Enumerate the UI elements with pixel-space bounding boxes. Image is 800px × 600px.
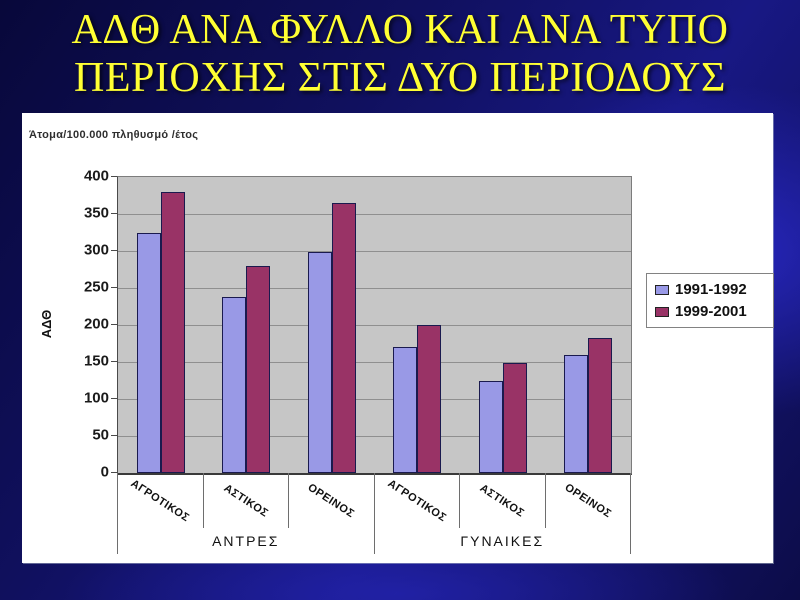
y-tick-mark <box>111 472 117 473</box>
y-tick-mark <box>111 213 117 214</box>
y-tick-mark <box>111 435 117 436</box>
y-tick-label: 250 <box>83 278 109 296</box>
bar <box>222 296 247 473</box>
x-group-label: ΑΝΤΡΕΣ <box>212 533 280 549</box>
bar <box>588 338 613 473</box>
gridline <box>118 288 631 289</box>
x-category-cell: ΑΓΡΟΤΙΚΟΣ <box>375 473 460 528</box>
bar <box>160 191 185 473</box>
gridline <box>118 436 631 437</box>
x-category-cell: ΑΣΤΙΚΟΣ <box>460 473 546 528</box>
bar <box>307 252 332 473</box>
x-group-cell: ΓΥΝΑΙΚΕΣ <box>375 528 631 554</box>
y-tick-label: 400 <box>83 167 109 185</box>
slide-title: ΑΔΘ ΑΝΑ ΦΥΛΛΟ ΚΑΙ ΑΝΑ ΤΥΠΟ ΠΕΡΙΟΧΗΣ ΣΤΙΣ… <box>0 6 800 102</box>
y-tick-label: 0 <box>100 463 109 481</box>
x-category-cell: ΟΡΕΙΝΟΣ <box>546 473 631 528</box>
x-group-cell: ΑΝΤΡΕΣ <box>118 528 375 554</box>
x-category-label: ΟΡΕΙΝΟΣ <box>562 481 614 520</box>
legend-swatch <box>655 284 669 295</box>
y-tick-mark <box>111 176 117 177</box>
legend-item: 1991-1992 <box>655 281 765 298</box>
y-axis-title: ΑΔΘ <box>39 309 54 339</box>
bar <box>564 354 589 473</box>
gridline <box>118 362 631 363</box>
y-tick-label: 150 <box>83 352 109 370</box>
slide-title-line2: ΠΕΡΙΟΧΗΣ ΣΤΙΣ ΔΥΟ ΠΕΡΙΟΔΟΥΣ <box>74 55 726 101</box>
bar <box>393 347 418 473</box>
slide-title-line1: ΑΔΘ ΑΝΑ ΦΥΛΛΟ ΚΑΙ ΑΝΑ ΤΥΠΟ <box>71 7 729 53</box>
bar <box>136 232 161 473</box>
gridline <box>118 214 631 215</box>
y-tick-mark <box>111 398 117 399</box>
plot-area <box>117 176 632 475</box>
y-tick-mark <box>111 287 117 288</box>
chart-panel: Άτομα/100.000 πληθυσμό /έτος ΑΔΘ 400 350 3… <box>22 113 774 563</box>
gridline <box>118 325 631 326</box>
legend-label: 1999-2001 <box>675 303 747 320</box>
y-tick-label: 300 <box>83 241 109 259</box>
x-category-label: ΑΓΡΟΤΙΚΟΣ <box>128 477 192 524</box>
x-category-label: ΑΣΤΙΚΟΣ <box>221 481 271 520</box>
x-axis-category-row: ΑΓΡΟΤΙΚΟΣ ΑΣΤΙΚΟΣ ΟΡΕΙΝΟΣ ΑΓΡΟΤΙΚΟΣ ΑΣΤΙΚΟΣ Ο… <box>117 473 631 528</box>
legend-item: 1999-2001 <box>655 303 765 320</box>
x-group-label: ΓΥΝΑΙΚΕΣ <box>460 533 545 549</box>
y-tick-label: 100 <box>83 389 109 407</box>
bar <box>246 265 271 473</box>
y-tick-label: 350 <box>83 204 109 222</box>
legend-swatch <box>655 306 669 317</box>
legend-label: 1991-1992 <box>675 281 747 298</box>
gridline <box>118 399 631 400</box>
bar <box>478 380 503 473</box>
x-category-cell: ΟΡΕΙΝΟΣ <box>289 473 375 528</box>
x-category-cell: ΑΣΤΙΚΟΣ <box>204 473 289 528</box>
x-category-cell: ΑΓΡΟΤΙΚΟΣ <box>118 473 204 528</box>
chart-units-label: Άτομα/100.000 πληθυσμό /έτος <box>29 129 199 141</box>
bar <box>502 363 527 473</box>
gridline <box>118 251 631 252</box>
legend: 1991-1992 1999-2001 <box>646 273 774 328</box>
x-category-label: ΑΓΡΟΤΙΚΟΣ <box>385 477 449 524</box>
y-tick-mark <box>111 324 117 325</box>
y-tick-mark <box>111 250 117 251</box>
x-category-label: ΑΣΤΙΚΟΣ <box>477 481 527 520</box>
x-category-label: ΟΡΕΙΝΟΣ <box>305 481 357 520</box>
bar <box>417 325 442 473</box>
y-tick-label: 200 <box>83 315 109 333</box>
y-tick-mark <box>111 361 117 362</box>
x-axis-group-row: ΑΝΤΡΕΣ ΓΥΝΑΙΚΕΣ <box>117 528 631 554</box>
y-tick-label: 50 <box>92 426 109 444</box>
bar <box>331 202 356 473</box>
